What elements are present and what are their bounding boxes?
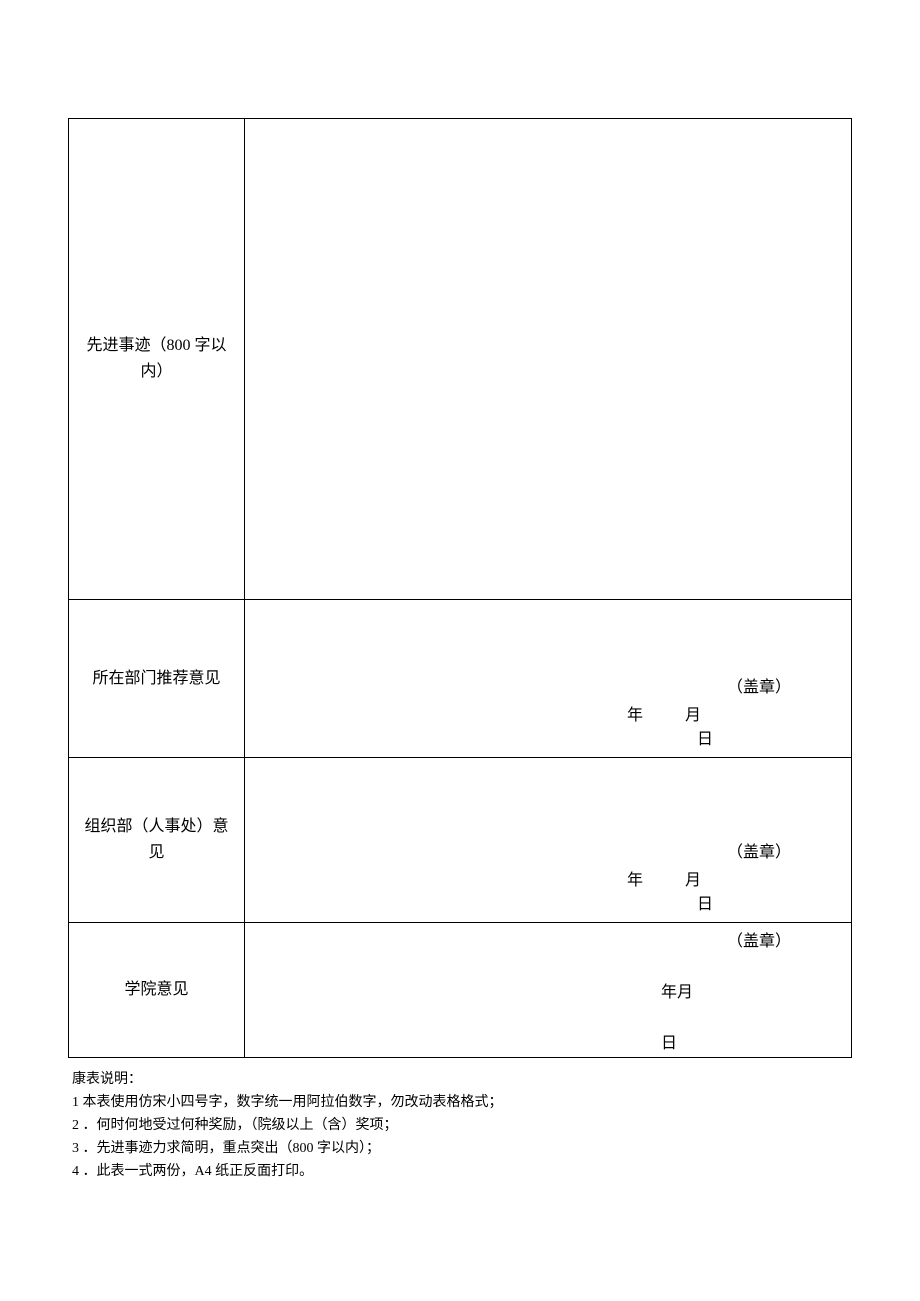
dept-day: 日 <box>599 725 839 749</box>
org-day: 日 <box>599 890 839 914</box>
notes-title: 康表说明： <box>72 1068 852 1091</box>
college-year-month: 年月 <box>599 978 839 1002</box>
notes-item-2: 2 ．何时何地受过何种奖励，（院级以上（含）奖项； <box>72 1114 852 1137</box>
row-college-opinion: 学院意见 （盖章） 年月 日 <box>69 923 852 1058</box>
content-dept-opinion: （盖章） 年 月 日 <box>245 600 852 758</box>
dept-year: 年 <box>627 701 643 725</box>
college-day: 日 <box>599 1029 839 1053</box>
label-dept-opinion: 所在部门推荐意见 <box>69 600 245 758</box>
row-advanced-deeds: 先进事迹（800 字以内） <box>69 119 852 600</box>
notes-item-1: 1 本表使用仿宋小四号字，数字统一用阿拉伯数字，勿改动表格格式； <box>72 1091 852 1114</box>
form-table: 先进事迹（800 字以内） 所在部门推荐意见 （盖章） 年 月 日 组织部（人事… <box>68 118 852 1058</box>
org-year: 年 <box>627 866 643 890</box>
notes-item-4: 4 ．此表一式两份，A4 纸正反面打印。 <box>72 1160 852 1183</box>
dept-signature-block: （盖章） 年 月 日 <box>599 673 839 749</box>
org-date-ym: 年 月 <box>599 866 839 890</box>
content-advanced-deeds <box>245 119 852 600</box>
row-dept-opinion: 所在部门推荐意见 （盖章） 年 月 日 <box>69 600 852 758</box>
label-org-opinion: 组织部（人事处）意见 <box>69 758 245 923</box>
notes-item-3: 3 ．先进事迹力求简明，重点突出（800 字以内）； <box>72 1137 852 1160</box>
dept-month: 月 <box>685 701 701 725</box>
notes-section: 康表说明： 1 本表使用仿宋小四号字，数字统一用阿拉伯数字，勿改动表格格式； 2… <box>68 1068 852 1183</box>
content-org-opinion: （盖章） 年 月 日 <box>245 758 852 923</box>
label-college-opinion: 学院意见 <box>69 923 245 1058</box>
org-signature-block: （盖章） 年 月 日 <box>599 838 839 914</box>
dept-date-ym: 年 月 <box>599 701 839 725</box>
dept-seal: （盖章） <box>599 673 839 697</box>
college-signature-block: （盖章） 年月 日 <box>599 927 839 1053</box>
label-advanced-deeds: 先进事迹（800 字以内） <box>69 119 245 600</box>
content-college-opinion: （盖章） 年月 日 <box>245 923 852 1058</box>
row-org-opinion: 组织部（人事处）意见 （盖章） 年 月 日 <box>69 758 852 923</box>
org-month: 月 <box>685 866 701 890</box>
college-seal: （盖章） <box>599 927 839 951</box>
org-seal: （盖章） <box>599 838 839 862</box>
